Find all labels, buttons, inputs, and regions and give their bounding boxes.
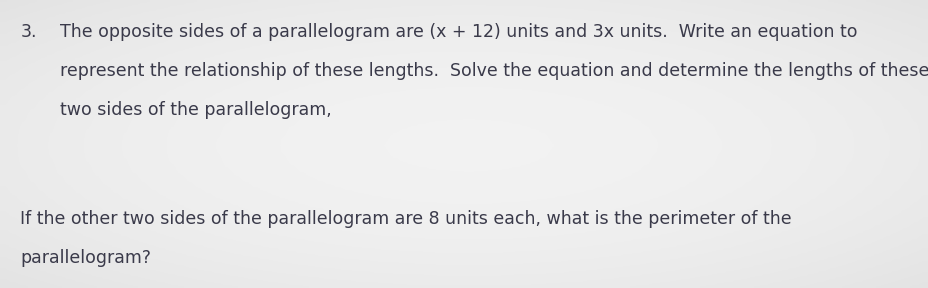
- Text: The opposite sides of a parallelogram are (x + 12) units and 3x units.  Write an: The opposite sides of a parallelogram ar…: [60, 23, 857, 41]
- Text: 3.: 3.: [20, 23, 37, 41]
- Text: parallelogram?: parallelogram?: [20, 249, 151, 267]
- Text: two sides of the parallelogram,: two sides of the parallelogram,: [60, 101, 332, 119]
- Text: If the other two sides of the parallelogram are 8 units each, what is the perime: If the other two sides of the parallelog…: [20, 210, 792, 228]
- Text: represent the relationship of these lengths.  Solve the equation and determine t: represent the relationship of these leng…: [60, 62, 928, 80]
